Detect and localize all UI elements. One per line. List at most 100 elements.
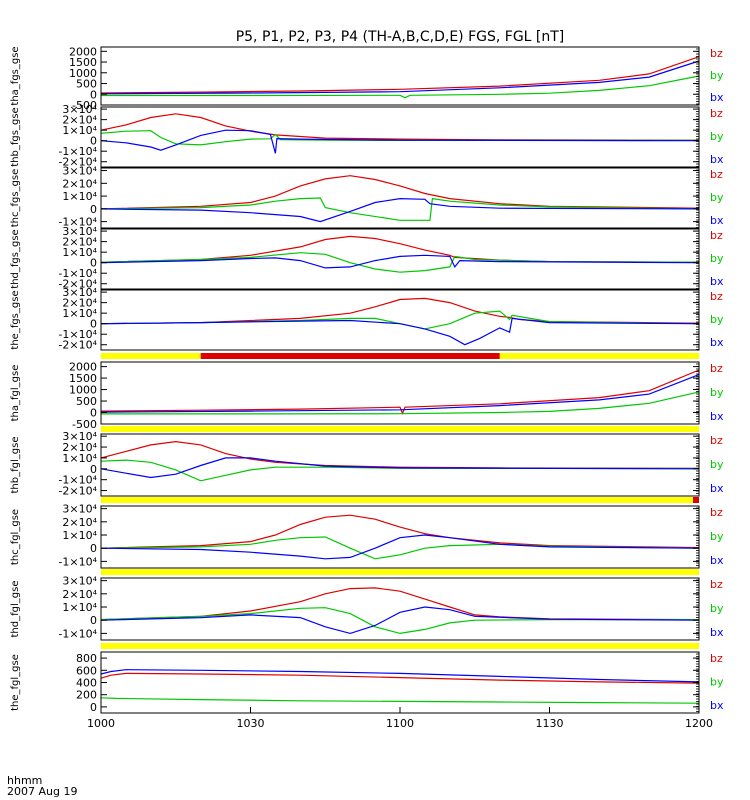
- y-axis-label: tha_fgs_gse: [10, 46, 21, 105]
- series-line-bx: [100, 606, 700, 635]
- y-tick-label: -1×10⁴: [58, 216, 97, 229]
- y-tick-label: -2×10⁴: [58, 156, 97, 169]
- y-tick-label: -500: [72, 418, 97, 431]
- y-tick-label: 2×10⁴: [62, 516, 97, 529]
- y-tick-label: 2×10⁴: [62, 297, 97, 310]
- legend-bx: bx: [710, 153, 724, 166]
- legend-bx: bx: [710, 91, 724, 104]
- legend-by: by: [710, 252, 724, 265]
- y-tick-label: -1×10⁴: [58, 267, 97, 280]
- series-line-bz: [100, 56, 700, 94]
- series-line-bz: [100, 113, 700, 141]
- y-tick-label: 0: [90, 542, 97, 555]
- panel-frame: [100, 289, 700, 351]
- legend-by: by: [710, 602, 724, 615]
- legend-by: by: [710, 69, 724, 82]
- legend-by: by: [710, 386, 724, 399]
- legend-bz: bz: [710, 362, 723, 375]
- panel-frame: [100, 46, 700, 106]
- y-tick-label: 3×10⁴: [62, 286, 97, 299]
- legend-bx: bx: [710, 410, 724, 423]
- series-line-bx: [100, 669, 700, 683]
- y-axis-label: tha_fgl_gse: [10, 365, 21, 422]
- legend-bz: bz: [710, 652, 723, 665]
- legend-bx: bx: [710, 699, 724, 712]
- flag-bar-fill: [101, 426, 699, 432]
- y-tick-label: -2×10⁴: [58, 485, 97, 498]
- y-tick-label: 1000: [69, 67, 97, 80]
- y-tick-label: -500: [72, 99, 97, 112]
- series-line-by: [100, 697, 700, 704]
- legend-bx: bx: [710, 275, 724, 288]
- x-tick-label: 1000: [87, 717, 115, 730]
- y-tick-label: 1×10⁴: [62, 190, 97, 203]
- series-line-bz: [100, 297, 700, 325]
- y-tick-label: 1×10⁴: [62, 529, 97, 542]
- y-axis-label: thd_fgs_gse: [10, 229, 21, 288]
- y-tick-label: 800: [76, 652, 97, 665]
- series-line-bx: [100, 534, 700, 560]
- y-axis-label: thc_fgl_gse: [10, 509, 21, 565]
- y-tick-label: 1500: [69, 56, 97, 69]
- series-line-bz: [100, 235, 700, 263]
- y-tick-label: 1×10⁴: [62, 246, 97, 259]
- y-axis-label: the_fgl_gse: [10, 654, 21, 711]
- legend-bx: bx: [710, 214, 724, 227]
- y-tick-label: 2×10⁴: [62, 114, 97, 127]
- flag-bar: [101, 643, 699, 649]
- x-tick-label: 1030: [237, 717, 265, 730]
- legend-bz: bz: [710, 434, 723, 447]
- series-line-bz: [100, 514, 700, 549]
- legend-bz: bz: [710, 229, 723, 242]
- flag-bar: [101, 569, 699, 575]
- y-tick-label: 0: [90, 318, 97, 331]
- series-line-by: [100, 607, 699, 635]
- y-tick-label: 500: [76, 395, 97, 408]
- y-tick-label: 2000: [69, 45, 97, 58]
- legend-by: by: [710, 458, 724, 471]
- y-tick-label: -1×10⁴: [58, 555, 97, 568]
- y-tick-label: 1×10⁴: [62, 307, 97, 320]
- y-tick-label: 2×10⁴: [62, 441, 97, 454]
- chart-title: P5, P1, P2, P3, P4 (TH-A,B,C,D,E) FGS, F…: [236, 29, 565, 45]
- y-tick-label: 0: [90, 88, 97, 101]
- flag-bar-segment: [693, 497, 699, 503]
- series-line-by: [100, 252, 700, 273]
- y-axis-label: the_fgs_gse: [10, 290, 21, 349]
- series-line-by: [100, 536, 700, 560]
- x-tick-label: 1100: [386, 717, 414, 730]
- panel-frame: [100, 577, 700, 641]
- flag-bar-fill: [101, 569, 699, 575]
- y-tick-label: -1×10⁴: [58, 145, 97, 158]
- series-line-bx: [100, 129, 700, 154]
- legend-bz: bz: [710, 578, 723, 591]
- y-tick-label: 3×10⁴: [62, 103, 97, 116]
- y-tick-label: 3×10⁴: [62, 575, 97, 588]
- series-line-bz: [100, 672, 700, 684]
- x-unit-label: hhmm: [7, 774, 42, 787]
- flag-bar: [101, 426, 699, 432]
- y-tick-label: 3×10⁴: [62, 430, 97, 443]
- y-tick-label: 1×10⁴: [62, 124, 97, 137]
- panel-frame: [100, 505, 700, 569]
- series-line-bx: [100, 254, 700, 269]
- legend-bz: bz: [710, 47, 723, 60]
- legend-bz: bz: [710, 107, 723, 120]
- legend-bx: bx: [710, 336, 724, 349]
- y-tick-label: 0: [90, 614, 97, 627]
- y-tick-label: 1000: [69, 384, 97, 397]
- series-line-bx: [100, 457, 700, 479]
- y-tick-label: 0: [90, 701, 97, 714]
- legend-by: by: [710, 130, 724, 143]
- y-tick-label: -1×10⁴: [58, 328, 97, 341]
- series-line-bx: [100, 197, 700, 223]
- legend-by: by: [710, 676, 724, 689]
